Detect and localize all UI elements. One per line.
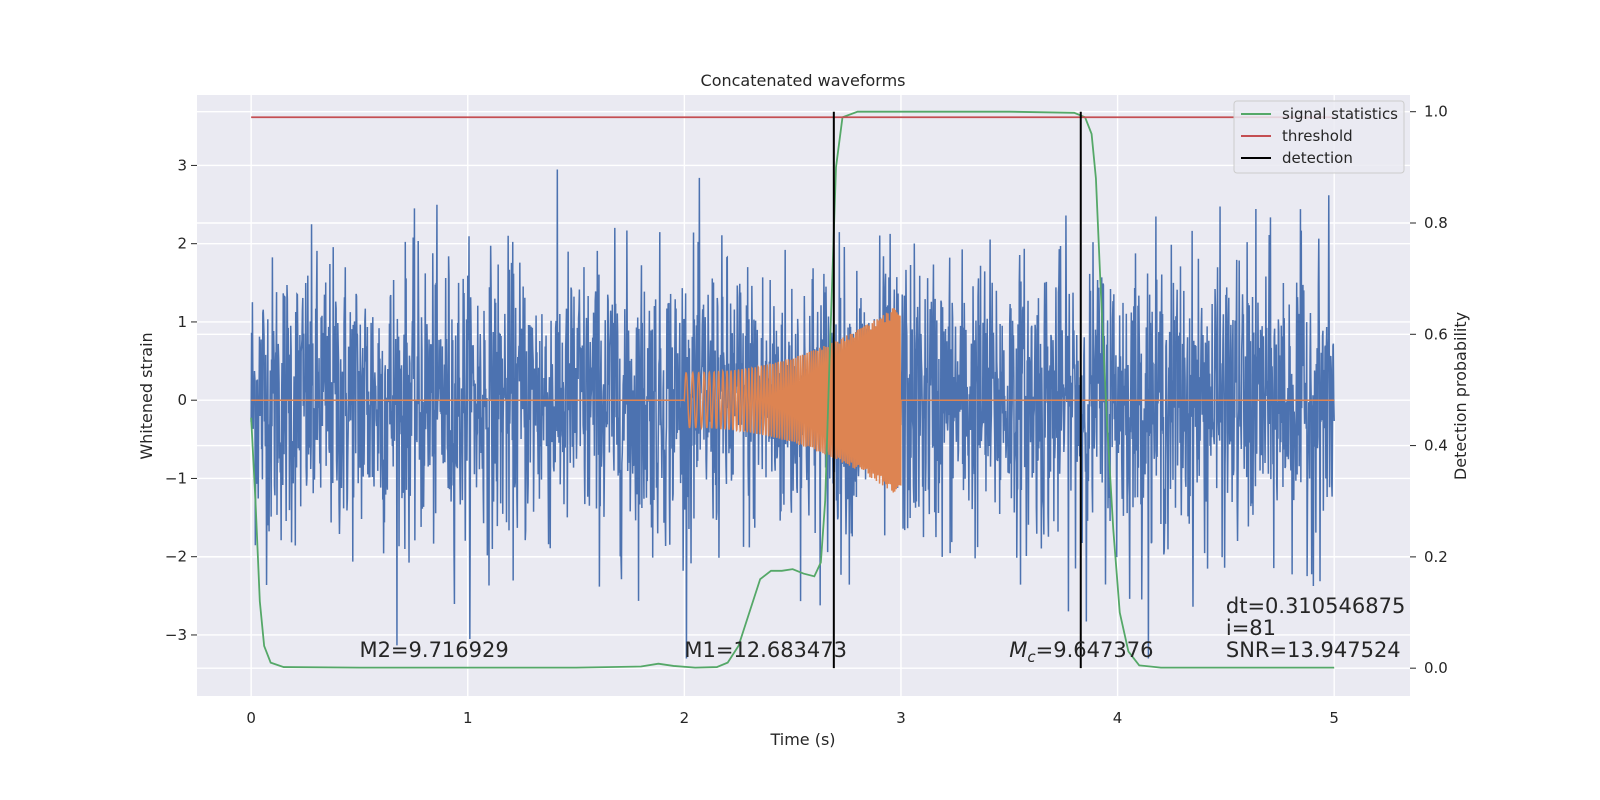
annotation-symbol: M [1009,638,1027,662]
annotation-text: M2=9.716929 [359,638,508,662]
legend: signal statistics threshold detection [1233,100,1405,174]
annotation-value: =9.647376 [1036,638,1154,662]
y-right-tick-label: 0.4 [1424,437,1448,455]
annotations: M2=9.716929 M1=12.683473 Mc=9.647376 dt=0.3… [359,594,1405,666]
annotation-text: dt=0.310546875 [1226,594,1405,618]
annotation-text: M1=12.683473 [684,638,847,662]
x-tick-label: 3 [896,709,906,727]
chart-title: Concatenated waveforms [701,71,906,90]
legend-label: threshold [1282,127,1353,145]
y-right-tick-label: 0.0 [1424,659,1448,677]
y-tick-label: 0 [177,391,187,409]
y-right-tick-label: 1.0 [1424,103,1448,121]
annotation-text: i=81 [1226,616,1276,640]
x-tick-label: 2 [680,709,690,727]
signal-statistics-line [250,110,1335,669]
legend-label: signal statistics [1282,105,1398,123]
plot-area [250,110,1335,669]
y-tick-label: 2 [177,235,187,253]
annotation-text: SNR=13.947524 [1226,638,1401,662]
y-right-tick-label: 0.2 [1424,548,1448,566]
x-tick-label: 0 [246,709,256,727]
y-tick-label: 1 [177,313,187,331]
y-right-tick-label: 0.6 [1424,325,1448,343]
legend-box [1233,100,1405,174]
axes: 0 1 2 3 4 5 −3 −2 −1 0 1 2 3 0.0 0.2 0.4 0.6 0.8 1.0 [165,103,1448,727]
x-tick-label: 5 [1329,709,1339,727]
chirp-waveform-line [251,308,1335,493]
y-axis-label: Whitened strain [137,332,156,459]
y-tick-label: −1 [165,469,187,487]
annotation-text: Mc=9.647376 [1009,638,1153,666]
y-axis-right-label: Detection probability [1451,312,1470,480]
x-tick-label: 1 [463,709,473,727]
y-tick-label: 3 [177,156,187,174]
legend-label: detection [1282,149,1353,167]
x-tick-label: 4 [1113,709,1123,727]
y-tick-label: −2 [165,548,187,566]
y-tick-label: −3 [165,626,187,644]
x-axis-label: Time (s) [769,730,835,749]
annotation-subscript: c [1027,648,1036,666]
y-right-tick-label: 0.8 [1424,214,1448,232]
